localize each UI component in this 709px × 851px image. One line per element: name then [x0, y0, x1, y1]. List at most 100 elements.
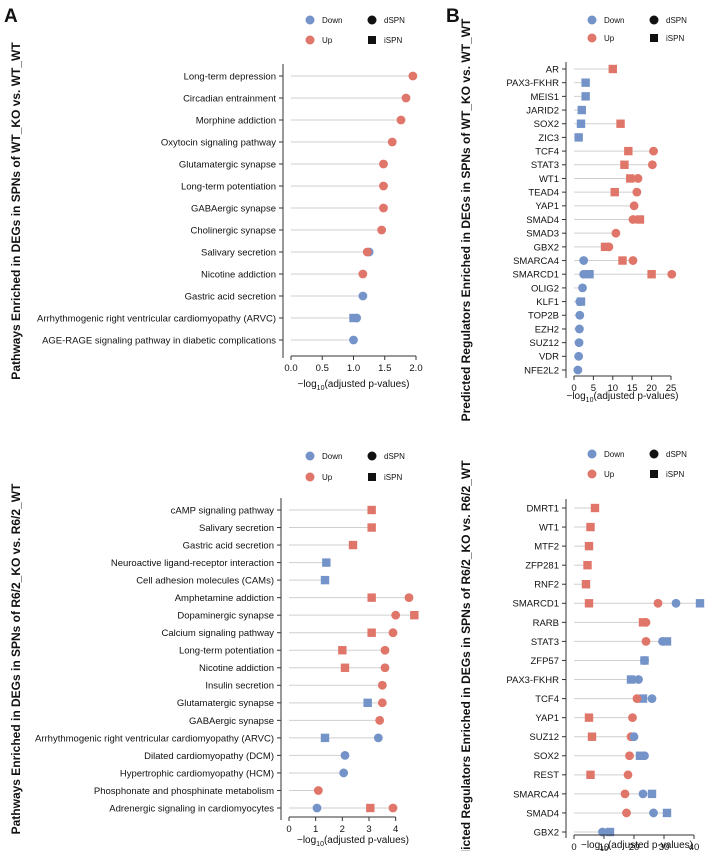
x-tick-label: 10 — [608, 383, 619, 394]
data-point-dspn — [640, 751, 649, 761]
data-point-dspn — [623, 770, 633, 780]
x-axis-title-prefix: −log — [297, 379, 316, 390]
x-tick-label: 3 — [366, 824, 371, 835]
data-point-ispn — [581, 92, 590, 101]
data-point-dspn — [671, 598, 681, 608]
x-axis-title-suffix: (adjusted p-values) — [608, 840, 693, 851]
legend-dspn-label: dSPN — [666, 450, 687, 459]
data-point-dspn — [377, 225, 387, 235]
data-point-dspn — [379, 159, 388, 169]
x-axis-title: −log10(adjusted p-values) — [581, 840, 693, 851]
legend-down-swatch — [305, 15, 315, 25]
category-label: Glutamatergic synapse — [177, 698, 274, 709]
category-label: NFE2L2 — [524, 365, 559, 376]
data-point-ispn — [618, 256, 627, 265]
panel-label: B — [446, 6, 460, 27]
category-label: TCF4 — [535, 146, 559, 157]
legend: Down Up dSPN iSPN — [587, 15, 687, 43]
category-label: PAX3-FKHR — [506, 675, 559, 686]
category-label: Nicotine addiction — [199, 663, 274, 674]
data-point-dspn — [358, 269, 368, 279]
data-point-dspn — [313, 786, 323, 795]
category-label: JARID2 — [526, 105, 559, 116]
chart-1: A Down Up dSPN iSPN Pathways Enriched in DEGs… — [4, 6, 423, 392]
category-label: SMARCD1 — [513, 270, 559, 281]
category-label: ZFP281 — [525, 561, 559, 572]
data-point-dspn — [375, 715, 385, 725]
x-tick-label: 2.0 — [409, 363, 422, 374]
category-label: Dilated cardiomyopathy (DCM) — [144, 751, 274, 762]
data-point-dspn — [349, 335, 358, 345]
data-point-ispn — [574, 133, 583, 142]
data-point-dspn — [638, 789, 648, 799]
data-point-dspn — [391, 610, 401, 620]
data-point-ispn — [635, 215, 645, 224]
data-point-dspn — [573, 365, 583, 375]
data-point-dspn — [640, 656, 649, 665]
category-label: Morphine addiction — [196, 115, 276, 126]
data-point-ispn — [584, 713, 594, 722]
data-point-dspn — [396, 115, 406, 125]
data-point-dspn — [611, 228, 621, 238]
x-tick-label: 1.0 — [347, 363, 360, 374]
category-label: Arrhythmogenic right ventricular cardiom… — [35, 733, 274, 744]
x-tick-label: 1.5 — [378, 363, 391, 374]
data-point-dspn — [574, 338, 584, 348]
category-label: SMAD3 — [526, 229, 559, 240]
legend-up-label: Up — [322, 473, 333, 482]
data-point-dspn — [579, 269, 589, 279]
data-point-ispn — [583, 560, 592, 570]
y-axis-title: Pathways Enriched in DEGs in SPNs of WT_… — [9, 42, 23, 380]
category-label: REST — [534, 770, 560, 781]
data-point-ispn — [608, 64, 617, 74]
data-point-ispn — [581, 78, 590, 87]
x-axis-title: −log10(adjusted p-values) — [297, 835, 409, 848]
category-label: SOX2 — [534, 751, 559, 762]
data-point-dspn — [578, 283, 587, 293]
x-axis-title-subscript: 10 — [586, 397, 594, 404]
data-point-dspn — [380, 663, 390, 673]
data-point-dspn — [641, 637, 651, 646]
category-label: TEAD4 — [528, 188, 559, 199]
data-point-dspn — [649, 146, 658, 156]
x-axis-title-suffix: (adjusted p-values) — [593, 391, 678, 402]
category-label: Amphetamine addiction — [175, 593, 274, 604]
legend: Down Up dSPN iSPN — [305, 451, 405, 482]
category-label: SUZ12 — [529, 732, 559, 743]
data-point-dspn — [628, 215, 638, 224]
data-point-ispn — [367, 523, 376, 532]
category-label: Insulin secretion — [205, 681, 274, 692]
data-point-dspn — [377, 698, 387, 708]
category-label: Nicotine addiction — [201, 269, 276, 280]
x-tick-label: 25 — [666, 383, 677, 394]
data-point-ispn — [585, 270, 594, 279]
data-point-dspn — [625, 751, 634, 761]
x-tick-label: 0 — [571, 842, 576, 851]
y-axis-title: Predicted Regulators Enriched in DEGs in… — [459, 18, 473, 421]
legend-ispn-swatch — [368, 36, 376, 44]
data-point-dspn — [634, 675, 643, 684]
category-label: GABAergic synapse — [189, 716, 274, 727]
category-label: SMARCA4 — [513, 256, 559, 267]
category-label: Glutamatergic synapse — [179, 159, 276, 170]
x-tick-label: 1 — [313, 824, 318, 835]
data-point-ispn — [587, 732, 597, 741]
category-label: MEIS1 — [530, 92, 559, 103]
data-point-ispn — [320, 733, 330, 743]
data-point-ispn — [610, 187, 619, 197]
category-label: Hypertrophic cardiomyopathy (HCM) — [120, 768, 274, 779]
data-point-dspn — [387, 137, 397, 147]
category-label: YAP1 — [535, 713, 559, 724]
data-point-dspn — [658, 637, 667, 646]
chart-4: Down Up dSPN iSPN Predicted Regulators Enric… — [459, 449, 705, 851]
legend-up-swatch — [587, 33, 597, 43]
data-point-dspn — [633, 174, 643, 183]
data-point-ispn — [348, 540, 358, 550]
x-axis-title-suffix: (adjusted p-values) — [324, 835, 409, 846]
legend-down-label: Down — [322, 16, 342, 25]
category-label: Dopaminergic synapse — [177, 611, 274, 622]
category-label: WT1 — [539, 174, 559, 185]
legend-ispn-label: iSPN — [666, 34, 684, 43]
data-point-dspn — [632, 187, 642, 197]
x-tick-label: 20 — [646, 383, 657, 394]
